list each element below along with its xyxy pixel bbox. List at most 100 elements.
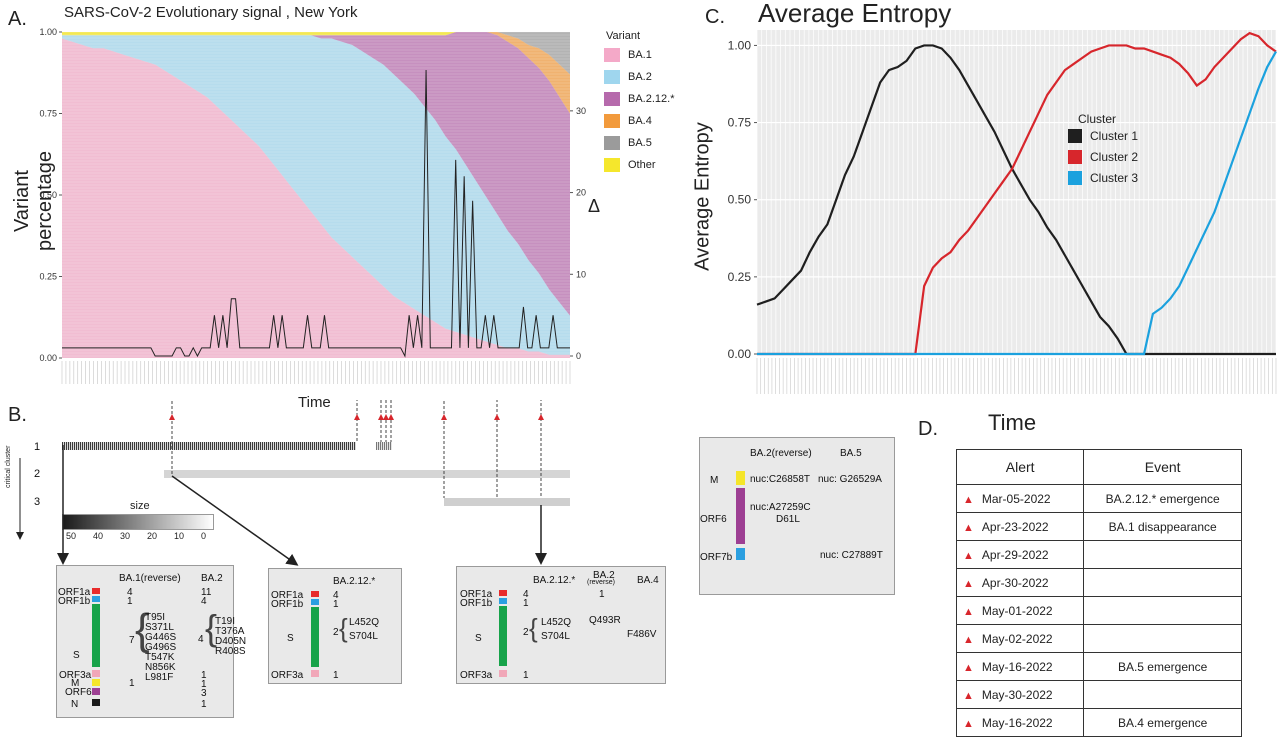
- alert-triangle-icon: ▲: [963, 633, 974, 646]
- box3-count: 4: [523, 589, 529, 600]
- entropy-line-cluster-3: [757, 51, 1277, 356]
- box1-gene: ORF3a: [59, 670, 92, 681]
- cluster-legend-item: Cluster 3: [1068, 170, 1178, 188]
- alert-date-cell: ▲ May-01-2022: [955, 596, 1085, 625]
- box1-ba2-count: 4: [198, 634, 204, 645]
- panel-c-xlabel: Time: [988, 410, 1037, 435]
- box1-count: 1: [127, 596, 133, 607]
- box3-header: BA.2: [593, 570, 615, 581]
- legend-item: BA.2: [604, 68, 704, 88]
- area-ba-5: [62, 32, 570, 75]
- spike-bar: [92, 604, 100, 667]
- box2-brace: {: [339, 613, 348, 643]
- alert-date: Apr-29-2022: [981, 547, 1049, 562]
- box4-mutation: nuc: G26529A: [818, 474, 882, 485]
- box1-mutation: L981F: [145, 672, 174, 683]
- box2-gene: ORF3a: [271, 670, 304, 681]
- orf6-bar: [92, 688, 100, 695]
- box3-ba2-count: 1: [599, 589, 605, 600]
- alert-event-cell: BA.4 emergence: [1083, 708, 1242, 737]
- alert-event-cell: [1083, 596, 1242, 625]
- box4-gene: ORF7b: [700, 552, 733, 563]
- box1-count: 7: [129, 635, 135, 646]
- box1-mutation: T547K: [145, 652, 175, 663]
- legend-swatch: [604, 114, 620, 128]
- box2-count: 2: [333, 627, 339, 638]
- legend-label: BA.2: [628, 71, 652, 83]
- delta-tick-label: 30: [576, 106, 586, 116]
- box3-mutation: S704L: [541, 631, 570, 642]
- legend-item: BA.1: [604, 46, 704, 66]
- cluster-tick-1: 1: [34, 441, 41, 453]
- cluster-legend-label: Cluster 3: [1090, 171, 1139, 185]
- cluster-tracks: [62, 400, 570, 506]
- panel-a-title: SARS-CoV-2 Evolutionary signal , New Yor…: [64, 4, 358, 21]
- variant-legend-title: Variant: [606, 30, 641, 42]
- cluster-legend-swatch: [1068, 171, 1082, 185]
- box1-ba2-mutation: R408S: [215, 646, 246, 657]
- alert-triangle-icon: ▲: [963, 605, 974, 618]
- alert-row: ▲ May-01-2022: [955, 596, 1242, 625]
- entropy-y-tick: 1.00: [728, 38, 752, 52]
- alert-event-cell: BA.1 disappearance: [1083, 512, 1242, 541]
- area-ba-2: [62, 35, 570, 355]
- cluster-legend-label: Cluster 2: [1090, 150, 1139, 164]
- alert-triangle: [494, 414, 500, 420]
- box4-gene: M: [710, 475, 719, 486]
- mutation-box-1: BA.1(reverse) BA.2 ORF1a ORF1b S ORF3a M…: [56, 565, 246, 718]
- alert-date: May-16-2022: [981, 715, 1053, 730]
- alert-triangle: [538, 414, 544, 420]
- alert-date: May-02-2022: [981, 631, 1053, 646]
- alert-date-cell: ▲ Apr-29-2022: [955, 540, 1085, 569]
- box1-ba2-count: 11: [201, 587, 212, 598]
- legend-label: Other: [628, 159, 656, 171]
- orf1b-bar: [499, 598, 507, 604]
- alert-triangle: [441, 414, 447, 420]
- alert-date: Mar-05-2022: [981, 491, 1051, 506]
- box4-header: BA.5: [840, 448, 862, 459]
- box1-ba2-count: 4: [201, 596, 207, 607]
- cluster-legend-item: Cluster 1: [1068, 128, 1178, 146]
- legend-swatch: [604, 92, 620, 106]
- spike-bar: [311, 607, 319, 667]
- alert-date: Apr-30-2022: [981, 575, 1049, 590]
- panel-a-delta-label: Δ: [588, 196, 601, 216]
- orf3a-bar: [92, 670, 100, 677]
- alert-event-cell: BA.2.12.* emergence: [1083, 484, 1242, 513]
- box3-ba4-mutation: F486V: [627, 629, 657, 640]
- size-tick: 40: [93, 531, 104, 541]
- panel-b-arrows: [16, 445, 547, 566]
- box1-gene: ORF1b: [58, 596, 91, 607]
- box3-gene: ORF1b: [460, 598, 493, 609]
- alert-row: ▲ Apr-30-2022: [955, 568, 1242, 597]
- box1-gene: S: [73, 650, 80, 661]
- alert-triangle-icon: ▲: [963, 577, 974, 590]
- alert-event-cell: [1083, 680, 1242, 709]
- box2-header: BA.2.12.*: [333, 576, 376, 587]
- box2-count: 1: [333, 599, 339, 610]
- delta-line-series: [62, 69, 570, 358]
- box3-gene: S: [475, 633, 482, 644]
- orf1a-bar: [311, 591, 319, 597]
- alert-date-cell: ▲ May-16-2022: [955, 708, 1085, 737]
- mutation-box-2: BA.2.12.* ORF1a ORF1b S ORF3a 4 1 2 1 { …: [268, 568, 402, 684]
- alert-date: May-30-2022: [981, 687, 1053, 702]
- cluster-legend-swatch: [1068, 150, 1082, 164]
- legend-item: Other: [604, 156, 704, 176]
- box3-gene: ORF1a: [460, 589, 493, 600]
- alert-column-header: Alert: [955, 449, 1085, 485]
- legend-label: BA.4: [628, 115, 652, 127]
- area-ba-4: [62, 32, 570, 114]
- y-tick-label: 1.00: [39, 27, 57, 37]
- alert-date-cell: ▲ May-16-2022: [955, 652, 1085, 681]
- box1-header-ba1: BA.1(reverse): [119, 573, 181, 584]
- area-other: [62, 32, 570, 36]
- box1-gene: N: [71, 699, 79, 710]
- box1-ba2-count: 1: [201, 679, 207, 690]
- size-legend-title: size: [130, 500, 150, 512]
- orf6-bar: [736, 488, 745, 544]
- panel-a-letter: A.: [8, 8, 27, 30]
- entropy-lines: [756, 31, 1277, 356]
- alert-event-cell: [1083, 540, 1242, 569]
- event-column-header: Event: [1083, 449, 1242, 485]
